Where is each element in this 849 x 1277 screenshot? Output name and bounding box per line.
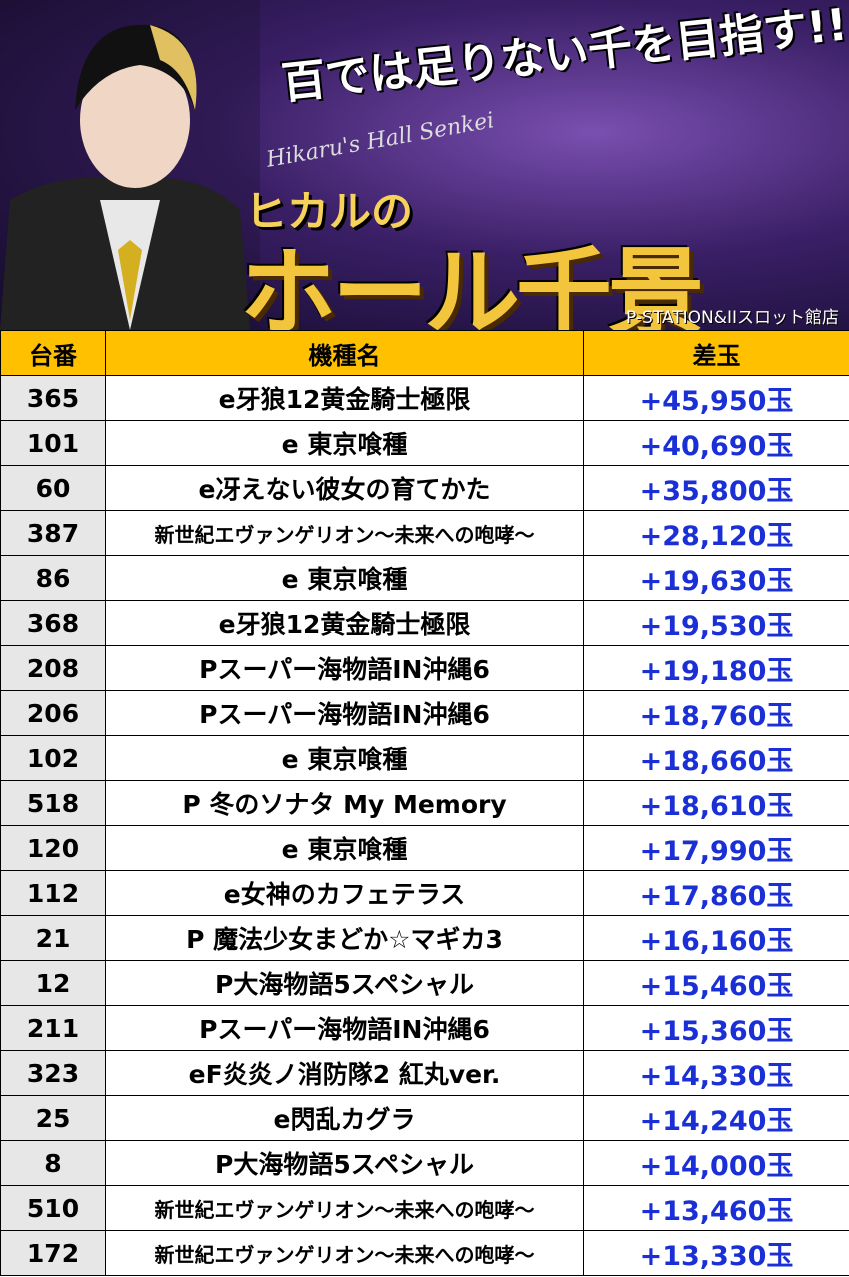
difference: +13,460玉 [583, 1185, 849, 1231]
machine-name: e牙狼12黄金騎士極限 [105, 375, 584, 421]
machine-name: e 東京喰種 [105, 735, 584, 781]
owner-label: ヒカルの [245, 187, 414, 236]
header-row: 台番 機種名 差玉 [0, 330, 849, 376]
machine-name: P大海物語5スペシャル [105, 960, 584, 1006]
difference: +19,530玉 [583, 600, 849, 646]
machine-name: 新世紀エヴァンゲリオン～未来への咆哮～ [105, 1185, 584, 1231]
machine-name: e 東京喰種 [105, 555, 584, 601]
table-row: 518 P 冬のソナタ My Memory +18,610玉 [0, 780, 849, 826]
machine-number: 8 [0, 1140, 106, 1186]
difference: +15,460玉 [583, 960, 849, 1006]
difference: +40,690玉 [583, 420, 849, 466]
difference: +45,950玉 [583, 375, 849, 421]
table-row: 172 新世紀エヴァンゲリオン～未来への咆哮～ +13,330玉 [0, 1230, 849, 1276]
machine-number: 60 [0, 465, 106, 511]
header-cell: 機種名 [105, 330, 584, 376]
machine-name: Pスーパー海物語IN沖縄6 [105, 690, 584, 736]
header-cell: 差玉 [583, 330, 849, 376]
table-row: 368 e牙狼12黄金騎士極限 +19,530玉 [0, 600, 849, 646]
machine-name: e閃乱カグラ [105, 1095, 584, 1141]
difference: +19,180玉 [583, 645, 849, 691]
machine-number: 172 [0, 1230, 106, 1276]
machine-number: 510 [0, 1185, 106, 1231]
machine-number: 112 [0, 870, 106, 916]
difference: +14,000玉 [583, 1140, 849, 1186]
table-row: 12 P大海物語5スペシャル +15,460玉 [0, 960, 849, 1006]
difference: +17,990玉 [583, 825, 849, 871]
table-row: 60 e冴えない彼女の育てかた +35,800玉 [0, 465, 849, 511]
table-row: 21 P 魔法少女まどか☆マギカ3 +16,160玉 [0, 915, 849, 961]
header-cell: 台番 [0, 330, 106, 376]
table-row: 112 e女神のカフェテラス +17,860玉 [0, 870, 849, 916]
machine-number: 101 [0, 420, 106, 466]
machine-name: P 魔法少女まどか☆マギカ3 [105, 915, 584, 961]
machine-number: 208 [0, 645, 106, 691]
difference: +35,800玉 [583, 465, 849, 511]
table-row: 365 e牙狼12黄金騎士極限 +45,950玉 [0, 375, 849, 421]
table-row: 101 e 東京喰種 +40,690玉 [0, 420, 849, 466]
machine-name: Pスーパー海物語IN沖縄6 [105, 645, 584, 691]
table-row: 102 e 東京喰種 +18,660玉 [0, 735, 849, 781]
results-table: 台番 機種名 差玉 365 e牙狼12黄金騎士極限 +45,950玉 101 e 東京喰種 +… [0, 330, 849, 1276]
machine-name: 新世紀エヴァンゲリオン～未来への咆哮～ [105, 510, 584, 556]
subtitle: Hikaru's Hall Senkei [264, 108, 497, 173]
machine-number: 25 [0, 1095, 106, 1141]
machine-number: 102 [0, 735, 106, 781]
catchphrase: 百では足りない千を目指す!! [279, 0, 849, 110]
store-name: P-STATION&IIスロット館店 [626, 308, 839, 328]
machine-number: 21 [0, 915, 106, 961]
table-row: 323 eF炎炎ノ消防隊2 紅丸ver. +14,330玉 [0, 1050, 849, 1096]
machine-name: e 東京喰種 [105, 420, 584, 466]
difference: +14,240玉 [583, 1095, 849, 1141]
difference: +28,120玉 [583, 510, 849, 556]
difference: +14,330玉 [583, 1050, 849, 1096]
table-row: 206 Pスーパー海物語IN沖縄6 +18,760玉 [0, 690, 849, 736]
machine-number: 12 [0, 960, 106, 1006]
machine-number: 387 [0, 510, 106, 556]
table-row: 208 Pスーパー海物語IN沖縄6 +19,180玉 [0, 645, 849, 691]
table-row: 8 P大海物語5スペシャル +14,000玉 [0, 1140, 849, 1186]
difference: +19,630玉 [583, 555, 849, 601]
table-body: 365 e牙狼12黄金騎士極限 +45,950玉 101 e 東京喰種 +40,690玉 6… [0, 375, 849, 1276]
machine-number: 86 [0, 555, 106, 601]
difference: +18,760玉 [583, 690, 849, 736]
difference: +17,860玉 [583, 870, 849, 916]
table-row: 120 e 東京喰種 +17,990玉 [0, 825, 849, 871]
machine-name: Pスーパー海物語IN沖縄6 [105, 1005, 584, 1051]
banner-title: ホール千景 [240, 237, 704, 330]
machine-number: 368 [0, 600, 106, 646]
difference: +16,160玉 [583, 915, 849, 961]
table-row: 211 Pスーパー海物語IN沖縄6 +15,360玉 [0, 1005, 849, 1051]
banner-illustration [0, 0, 260, 330]
difference: +13,330玉 [583, 1230, 849, 1276]
table-row: 86 e 東京喰種 +19,630玉 [0, 555, 849, 601]
difference: +18,610玉 [583, 780, 849, 826]
machine-name: P 冬のソナタ My Memory [105, 780, 584, 826]
table-row: 510 新世紀エヴァンゲリオン～未来への咆哮～ +13,460玉 [0, 1185, 849, 1231]
machine-number: 518 [0, 780, 106, 826]
machine-name: e 東京喰種 [105, 825, 584, 871]
machine-number: 206 [0, 690, 106, 736]
machine-number: 323 [0, 1050, 106, 1096]
machine-number: 365 [0, 375, 106, 421]
difference: +15,360玉 [583, 1005, 849, 1051]
machine-name: e冴えない彼女の育てかた [105, 465, 584, 511]
machine-name: 新世紀エヴァンゲリオン～未来への咆哮～ [105, 1230, 584, 1276]
machine-name: e女神のカフェテラス [105, 870, 584, 916]
machine-name: e牙狼12黄金騎士極限 [105, 600, 584, 646]
machine-number: 211 [0, 1005, 106, 1051]
table-row: 387 新世紀エヴァンゲリオン～未来への咆哮～ +28,120玉 [0, 510, 849, 556]
table-row: 25 e閃乱カグラ +14,240玉 [0, 1095, 849, 1141]
machine-name: P大海物語5スペシャル [105, 1140, 584, 1186]
difference: +18,660玉 [583, 735, 849, 781]
banner: 百では足りない千を目指す!! Hikaru's Hall Senkei ヒカルの… [0, 0, 849, 330]
machine-number: 120 [0, 825, 106, 871]
machine-name: eF炎炎ノ消防隊2 紅丸ver. [105, 1050, 584, 1096]
